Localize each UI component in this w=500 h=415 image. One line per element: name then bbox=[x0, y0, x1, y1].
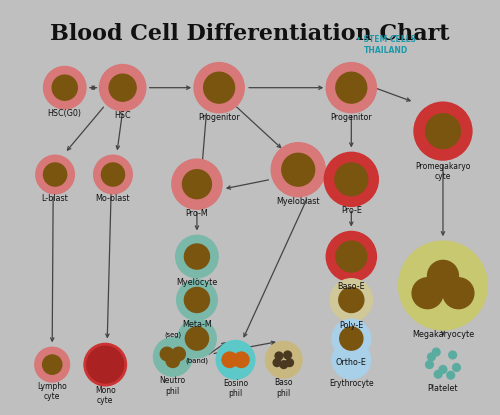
Circle shape bbox=[439, 366, 447, 374]
Text: Baso
phil: Baso phil bbox=[274, 378, 293, 398]
Text: Blood Cell Differentiation Chart: Blood Cell Differentiation Chart bbox=[50, 23, 450, 45]
Text: Progenitor: Progenitor bbox=[330, 113, 372, 122]
Circle shape bbox=[176, 235, 218, 278]
Circle shape bbox=[326, 232, 376, 282]
Circle shape bbox=[432, 348, 440, 356]
Circle shape bbox=[176, 280, 217, 320]
Circle shape bbox=[222, 352, 238, 368]
Circle shape bbox=[324, 152, 378, 206]
Circle shape bbox=[44, 163, 66, 186]
Circle shape bbox=[452, 364, 460, 371]
Text: (band): (band) bbox=[186, 358, 208, 364]
Circle shape bbox=[42, 355, 62, 374]
Circle shape bbox=[184, 244, 210, 269]
Circle shape bbox=[336, 241, 367, 272]
Circle shape bbox=[412, 278, 443, 309]
Circle shape bbox=[449, 351, 456, 359]
Circle shape bbox=[332, 319, 370, 358]
Circle shape bbox=[273, 359, 281, 366]
Circle shape bbox=[271, 143, 326, 197]
Circle shape bbox=[443, 278, 474, 309]
Circle shape bbox=[194, 63, 244, 113]
Text: Neutro
phil: Neutro phil bbox=[160, 376, 186, 395]
Circle shape bbox=[282, 153, 314, 186]
Circle shape bbox=[339, 288, 364, 312]
Circle shape bbox=[340, 327, 363, 350]
Circle shape bbox=[109, 74, 136, 101]
Circle shape bbox=[52, 75, 78, 100]
Circle shape bbox=[426, 361, 434, 369]
Circle shape bbox=[216, 340, 255, 379]
Text: Progenitor: Progenitor bbox=[198, 113, 240, 122]
Circle shape bbox=[87, 346, 124, 383]
Circle shape bbox=[186, 327, 208, 350]
Circle shape bbox=[160, 347, 174, 361]
Circle shape bbox=[154, 337, 192, 376]
Text: Baso-E: Baso-E bbox=[338, 282, 365, 290]
Circle shape bbox=[434, 371, 442, 378]
Text: Mono
cyte: Mono cyte bbox=[95, 386, 116, 405]
Text: Poly-E: Poly-E bbox=[339, 321, 363, 330]
Circle shape bbox=[172, 159, 222, 209]
Text: Lympho
cyte: Lympho cyte bbox=[38, 382, 67, 401]
Circle shape bbox=[182, 170, 212, 199]
Text: HSC: HSC bbox=[114, 111, 131, 120]
Text: • STEM CELLS: • STEM CELLS bbox=[356, 35, 416, 44]
Circle shape bbox=[428, 353, 436, 361]
Circle shape bbox=[414, 102, 472, 160]
Circle shape bbox=[184, 288, 210, 312]
Circle shape bbox=[266, 342, 302, 378]
Circle shape bbox=[284, 351, 292, 359]
Circle shape bbox=[204, 72, 234, 103]
Circle shape bbox=[447, 371, 454, 379]
Circle shape bbox=[84, 343, 126, 386]
Circle shape bbox=[234, 352, 249, 368]
Circle shape bbox=[286, 359, 294, 366]
Circle shape bbox=[172, 347, 186, 361]
Text: Myelocyte: Myelocyte bbox=[176, 278, 218, 287]
Text: Pro-E: Pro-E bbox=[341, 206, 362, 215]
Circle shape bbox=[275, 352, 283, 360]
Circle shape bbox=[102, 163, 124, 186]
Text: Promegakaryo
cyte: Promegakaryo cyte bbox=[416, 162, 470, 181]
Text: Mo-blast: Mo-blast bbox=[96, 194, 130, 203]
Text: Ortho-E: Ortho-E bbox=[336, 358, 367, 367]
Circle shape bbox=[330, 279, 372, 321]
Circle shape bbox=[44, 66, 86, 109]
Text: HSC(G0): HSC(G0) bbox=[48, 109, 82, 118]
Text: Erythrocyte: Erythrocyte bbox=[329, 379, 374, 388]
Circle shape bbox=[94, 155, 132, 194]
Text: THAILAND: THAILAND bbox=[364, 46, 408, 54]
Circle shape bbox=[36, 155, 74, 194]
Circle shape bbox=[426, 114, 460, 149]
Circle shape bbox=[336, 72, 367, 103]
Circle shape bbox=[398, 241, 488, 330]
Circle shape bbox=[166, 354, 179, 368]
Text: Platelet: Platelet bbox=[428, 384, 458, 393]
Text: Megakaryocyte: Megakaryocyte bbox=[412, 330, 474, 339]
Circle shape bbox=[100, 64, 146, 111]
Circle shape bbox=[280, 361, 287, 369]
Text: Myeloblast: Myeloblast bbox=[276, 197, 320, 206]
Text: (seg): (seg) bbox=[164, 331, 182, 337]
Circle shape bbox=[335, 163, 368, 196]
Text: Eosino
phil: Eosino phil bbox=[223, 379, 248, 398]
Text: Pro-M: Pro-M bbox=[186, 209, 208, 218]
Circle shape bbox=[35, 347, 70, 382]
Text: L-blast: L-blast bbox=[42, 194, 68, 203]
Circle shape bbox=[428, 260, 458, 291]
Circle shape bbox=[332, 340, 370, 379]
Circle shape bbox=[178, 319, 216, 358]
Text: Meta-M: Meta-M bbox=[182, 320, 212, 329]
Circle shape bbox=[326, 63, 376, 113]
